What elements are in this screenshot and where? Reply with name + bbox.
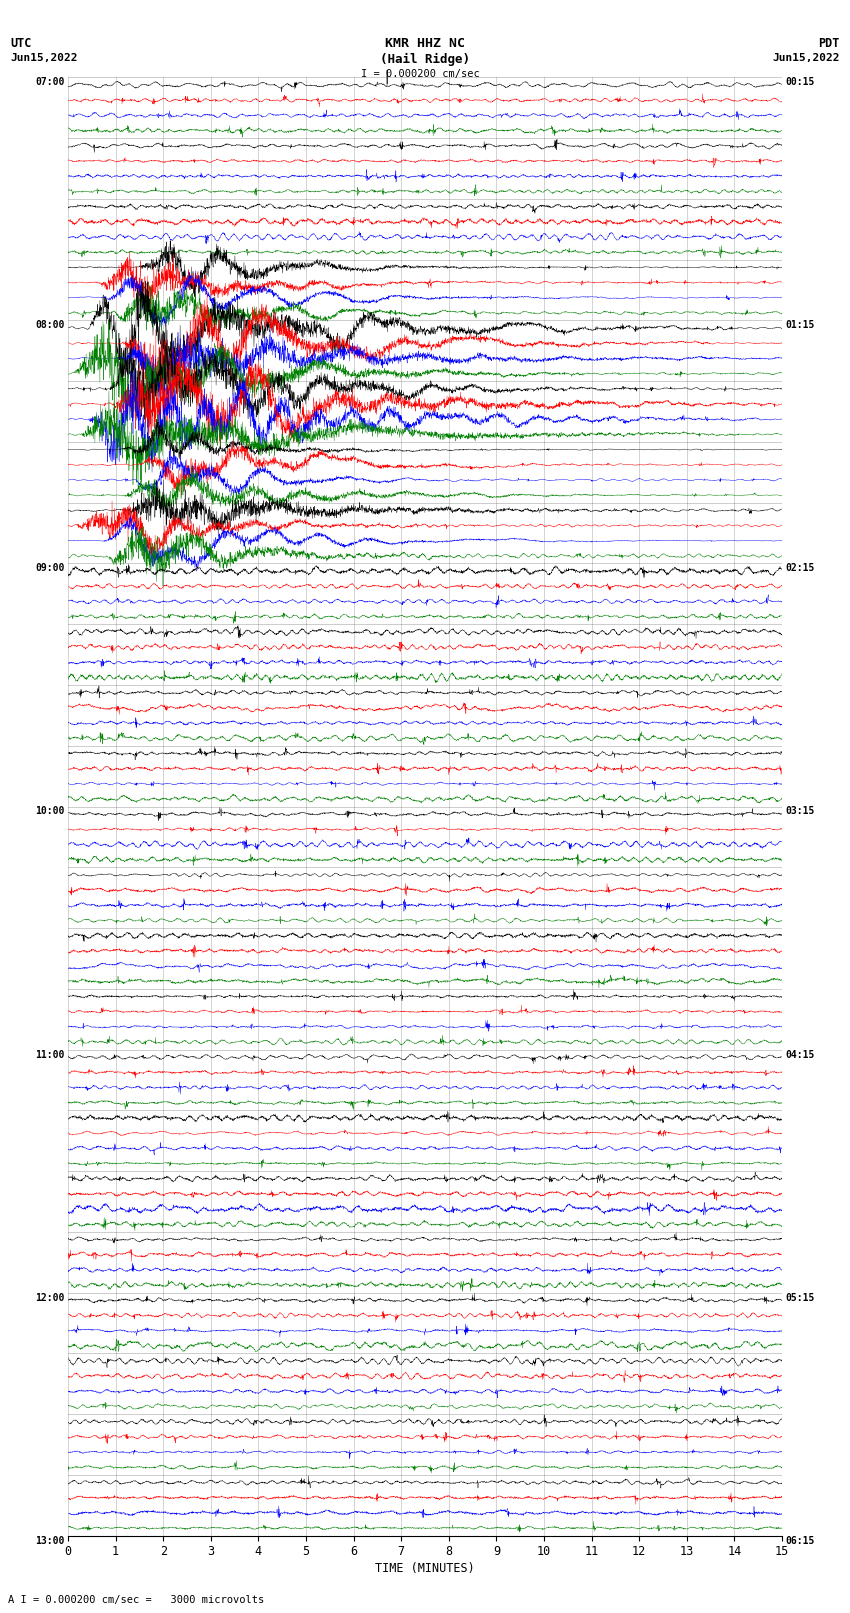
Text: 11:00: 11:00 [35, 1050, 65, 1060]
Text: KMR HHZ NC: KMR HHZ NC [385, 37, 465, 50]
Text: |: | [382, 69, 391, 84]
Text: 13:00: 13:00 [35, 1536, 65, 1545]
Text: 12:00: 12:00 [35, 1292, 65, 1303]
Text: 05:15: 05:15 [785, 1292, 815, 1303]
Text: (Hail Ridge): (Hail Ridge) [380, 53, 470, 66]
Text: PDT: PDT [819, 37, 840, 50]
X-axis label: TIME (MINUTES): TIME (MINUTES) [375, 1563, 475, 1576]
Text: A I = 0.000200 cm/sec =   3000 microvolts: A I = 0.000200 cm/sec = 3000 microvolts [8, 1595, 264, 1605]
Text: 09:00: 09:00 [35, 563, 65, 574]
Text: 03:15: 03:15 [785, 806, 815, 816]
Text: 00:15: 00:15 [785, 77, 815, 87]
Text: 07:00: 07:00 [35, 77, 65, 87]
Text: 10:00: 10:00 [35, 806, 65, 816]
Text: I = 0.000200 cm/sec: I = 0.000200 cm/sec [361, 69, 480, 79]
Text: 06:15: 06:15 [785, 1536, 815, 1545]
Text: UTC: UTC [10, 37, 31, 50]
Text: 01:15: 01:15 [785, 321, 815, 331]
Text: 04:15: 04:15 [785, 1050, 815, 1060]
Text: Jun15,2022: Jun15,2022 [10, 53, 77, 63]
Text: 08:00: 08:00 [35, 321, 65, 331]
Text: Jun15,2022: Jun15,2022 [773, 53, 840, 63]
Text: 02:15: 02:15 [785, 563, 815, 574]
